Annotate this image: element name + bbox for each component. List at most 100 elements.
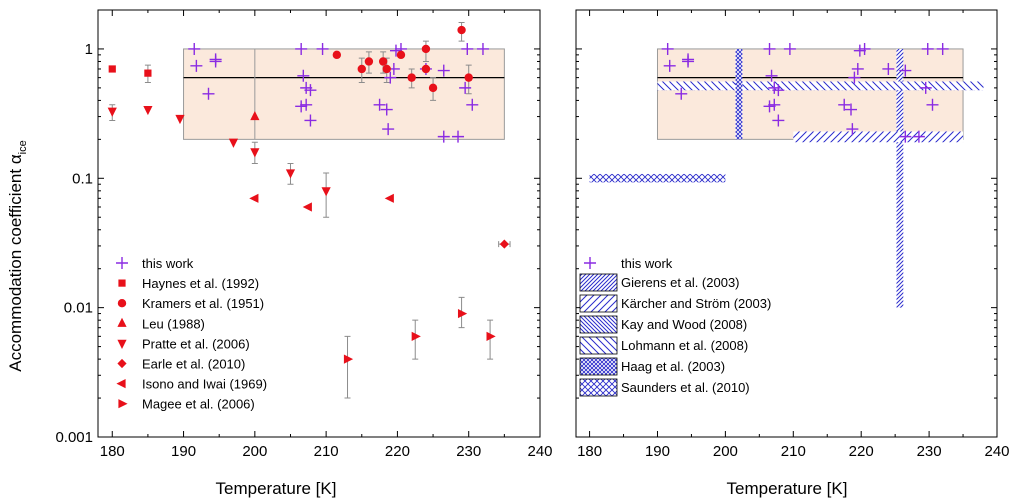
- point-this-work: [845, 103, 858, 116]
- right-x-axis-title: Temperature [K]: [727, 479, 848, 498]
- legend-label: Haynes et al. (1992): [142, 276, 259, 291]
- point-this-work: [858, 42, 871, 55]
- point-kramers-et-al-1951: [357, 64, 366, 74]
- point-this-work: [316, 42, 329, 55]
- legend-marker-kramers-et-al-1951: [117, 299, 127, 308]
- point-this-work: [384, 71, 397, 84]
- point-kramers-et-al-1951: [464, 73, 473, 82]
- y-axis-title-main: Accommodation coefficient α: [6, 154, 25, 372]
- point-kramers-et-al-1951: [382, 64, 391, 74]
- point-kramers-et-al-1951: [396, 50, 406, 60]
- legend-label: this work: [621, 256, 673, 271]
- band-gierens-et-al-2003: [896, 48, 904, 308]
- point-magee-et-al-2006: [486, 331, 496, 341]
- error-bar: [487, 319, 494, 360]
- point-this-work: [437, 64, 450, 77]
- this-work-range-box: [183, 48, 505, 140]
- point-haynes-et-al-1992: [108, 65, 116, 73]
- range-box: [183, 48, 505, 140]
- right-x-axis: 180 190 200 210 220 230 240: [577, 10, 1010, 460]
- point-pratte-et-al-2006: [175, 114, 185, 125]
- legend-label: this work: [142, 256, 194, 271]
- point-this-work: [459, 81, 472, 94]
- x-tick-label: 180: [100, 443, 125, 460]
- legend-marker-isono-and-iwai-1969: [116, 379, 126, 389]
- legend-label: Leu (1988): [142, 316, 205, 331]
- point-this-work: [304, 114, 317, 127]
- point-earle-et-al-2010: [499, 239, 509, 249]
- point-this-work: [912, 130, 925, 143]
- point-isono-and-iwai-1969: [249, 193, 259, 203]
- x-tick-label: 210: [781, 443, 806, 460]
- point-this-work: [295, 42, 308, 55]
- point-this-work: [926, 98, 939, 111]
- point-kramers-et-al-1951: [407, 73, 416, 82]
- x-tick-label: 240: [527, 443, 552, 460]
- x-tick-label: 210: [314, 443, 339, 460]
- point-this-work: [675, 87, 688, 100]
- y-tick-label: 1: [85, 41, 93, 58]
- point-this-work: [202, 87, 215, 100]
- x-tick-label: 230: [917, 443, 942, 460]
- point-this-work: [772, 114, 785, 127]
- point-this-work: [838, 98, 851, 111]
- point-this-work: [765, 69, 778, 82]
- point-leu-1988: [250, 110, 260, 121]
- point-this-work: [209, 55, 222, 68]
- point-kramers-et-al-1951: [332, 50, 342, 60]
- left-axes-frame: [97, 9, 541, 438]
- point-pratte-et-al-2006: [285, 169, 296, 179]
- point-this-work: [772, 84, 785, 97]
- x-tick-label: 200: [242, 443, 267, 460]
- point-this-work: [382, 123, 395, 136]
- point-this-work: [295, 100, 308, 113]
- right-legend: this work Gierens et al. (2003) Kärcher an…: [579, 256, 771, 397]
- point-this-work: [437, 130, 450, 143]
- legend-marker-this-work: [116, 257, 128, 269]
- point-this-work: [304, 84, 317, 97]
- point-pratte-et-al-2006: [228, 138, 239, 148]
- left-panel: 180 190 200 210 220 230 240 0.001 0.01 0.1 1 Temp…: [6, 9, 553, 498]
- legend-swatch-gierens-et-al-2003: [579, 273, 618, 292]
- y-tick-label: 0.001: [55, 429, 93, 446]
- legend-swatch-k-rcher-and-str-m-2003: [579, 294, 618, 313]
- band-k-rcher-and-str-m-2003: [793, 131, 964, 143]
- error-bar: [344, 335, 351, 399]
- point-this-work: [466, 98, 479, 111]
- point-this-work: [661, 42, 674, 55]
- point-this-work: [848, 71, 861, 84]
- legend-marker-earle-et-al-2010: [117, 358, 127, 369]
- legend-marker-magee-et-al-2006: [118, 399, 128, 409]
- x-tick-label: 180: [577, 443, 602, 460]
- literature-bands: [589, 48, 984, 308]
- point-this-work: [188, 42, 201, 55]
- left-legend: this work Haynes et al. (1992) Kramers et …: [116, 256, 267, 412]
- point-this-work: [300, 98, 313, 111]
- point-this-work: [682, 55, 695, 68]
- y-axis-title-sub: ice: [17, 140, 29, 154]
- y-tick-label: 0.1: [72, 170, 93, 187]
- x-tick-label: 200: [713, 443, 738, 460]
- point-this-work: [882, 62, 895, 75]
- left-x-axis: 180 190 200 210 220 230 240: [100, 10, 553, 460]
- point-this-work: [783, 42, 796, 55]
- point-this-work: [476, 42, 489, 55]
- legend-swatch-saunders-et-al-2010: [579, 378, 618, 397]
- point-this-work: [919, 81, 932, 94]
- right-data-marks: [661, 42, 949, 143]
- band-saunders-et-al-2010: [589, 173, 726, 183]
- legend-label: Kramers et al. (1951): [142, 296, 264, 311]
- right-y-axis-ticks: [576, 9, 997, 438]
- point-pratte-et-al-2006: [321, 187, 331, 197]
- point-this-work: [190, 59, 203, 72]
- point-this-work: [297, 69, 310, 82]
- point-this-work: [389, 44, 402, 57]
- right-panel: 180 190 200 210 220 230 240 Temperature [K] th…: [575, 9, 1010, 498]
- point-pratte-et-al-2006: [143, 105, 153, 116]
- point-this-work: [452, 130, 465, 143]
- point-this-work: [899, 64, 912, 77]
- y-tick-label: 0.01: [64, 300, 93, 317]
- legend-label: Pratte et al. (2006): [142, 336, 250, 351]
- legend-label: Magee et al. (2006): [142, 397, 255, 412]
